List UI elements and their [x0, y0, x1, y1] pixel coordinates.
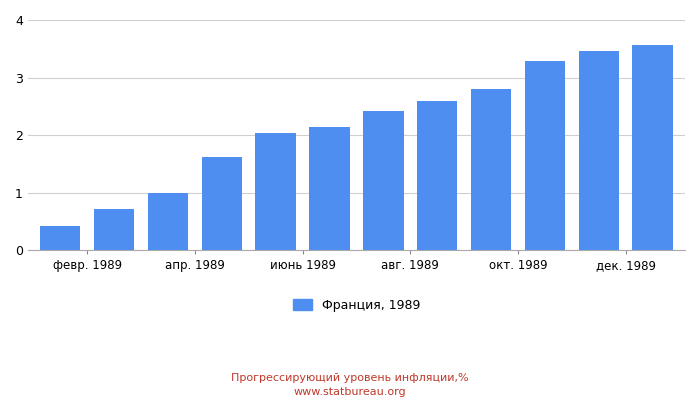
Legend: Франция, 1989: Франция, 1989: [288, 294, 425, 316]
Bar: [579, 51, 619, 250]
Bar: [363, 111, 404, 250]
Bar: [525, 61, 565, 250]
Bar: [202, 156, 242, 250]
Bar: [417, 101, 457, 250]
Bar: [471, 88, 511, 250]
Bar: [40, 226, 80, 250]
Text: Прогрессирующий уровень инфляции,%: Прогрессирующий уровень инфляции,%: [231, 373, 469, 383]
Bar: [309, 127, 350, 250]
Bar: [256, 133, 296, 250]
Bar: [94, 209, 134, 250]
Bar: [148, 193, 188, 250]
Bar: [633, 45, 673, 250]
Text: www.statbureau.org: www.statbureau.org: [294, 387, 406, 397]
